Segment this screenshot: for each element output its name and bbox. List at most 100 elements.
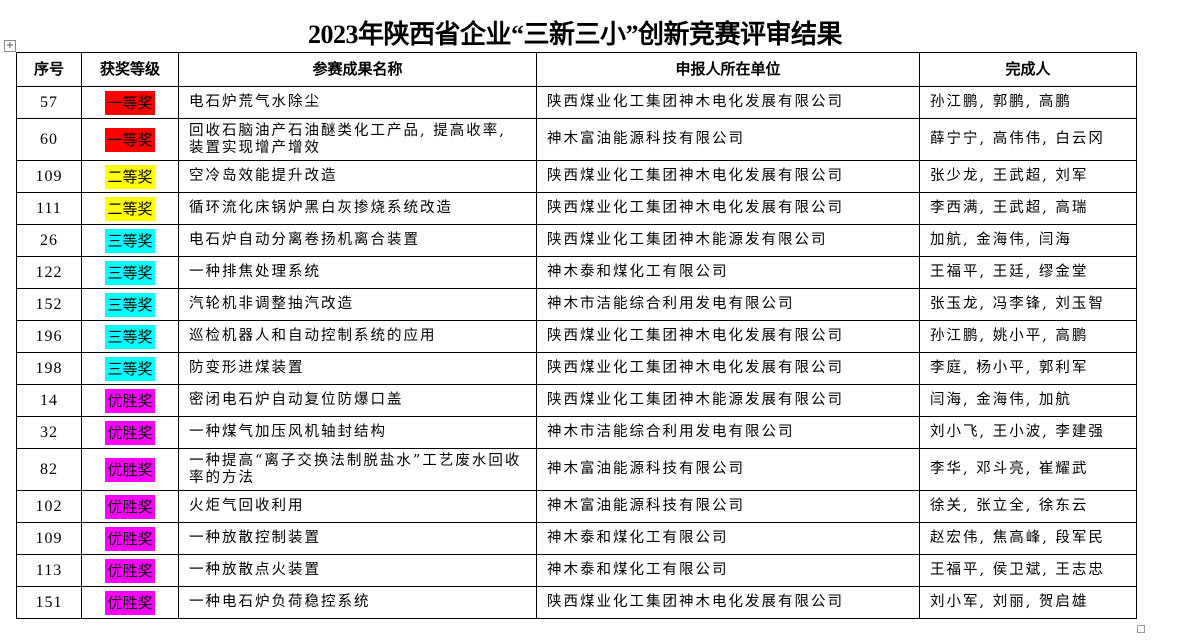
- cell-people: 薛宁宁, 高伟伟, 白云冈: [919, 118, 1137, 161]
- table-row: 102 优胜奖 火炬气回收利用 神木富油能源科技有限公司 徐关, 张立全, 徐东云: [16, 490, 1137, 523]
- cell-number: 151: [16, 586, 82, 619]
- cell-project-name: 一种放散点火装置: [178, 554, 537, 587]
- cell-level: 优胜奖: [81, 490, 179, 523]
- cell-project-name: 回收石脑油产石油醚类化工产品, 提高收率, 装置实现增产增效: [178, 118, 537, 161]
- cell-number: 57: [16, 86, 82, 119]
- cell-unit: 陕西煤业化工集团神木电化发展有限公司: [536, 586, 920, 619]
- cell-level: 三等奖: [81, 256, 179, 289]
- cell-number: 152: [16, 288, 82, 321]
- award-level-badge: 优胜奖: [105, 558, 155, 583]
- award-level-badge: 优胜奖: [105, 494, 155, 519]
- cell-unit: 陕西煤业化工集团神木电化发展有限公司: [536, 86, 920, 119]
- cell-project-name: 巡检机器人和自动控制系统的应用: [178, 320, 537, 353]
- cell-project-name: 电石炉荒气水除尘: [178, 86, 537, 119]
- table-row: 14 优胜奖 密闭电石炉自动复位防爆口盖 陕西煤业化工集团神木能源发展有限公司 闫海, …: [16, 384, 1137, 417]
- cell-level: 优胜奖: [81, 448, 179, 491]
- cell-people: 赵宏伟, 焦高峰, 段军民: [919, 522, 1137, 555]
- cell-project-name: 一种煤气加压风机轴封结构: [178, 416, 537, 449]
- header-project-name: 参赛成果名称: [178, 52, 537, 87]
- cell-project-name: 一种电石炉负荷稳控系统: [178, 586, 537, 619]
- cell-level: 优胜奖: [81, 416, 179, 449]
- cell-people: 王福平, 王廷, 缪金堂: [919, 256, 1137, 289]
- table-row: 151 优胜奖 一种电石炉负荷稳控系统 陕西煤业化工集团神木电化发展有限公司 刘小军, …: [16, 586, 1137, 619]
- cell-level: 三等奖: [81, 288, 179, 321]
- cell-level: 二等奖: [81, 160, 179, 193]
- results-table: 序号 获奖等级 参赛成果名称 申报人所在单位 完成人 57 一等奖 电石炉荒气水除尘…: [16, 52, 1137, 619]
- cell-level: 一等奖: [81, 118, 179, 161]
- cell-people: 李西满, 王武超, 高瑞: [919, 192, 1137, 225]
- table-resize-handle[interactable]: [1137, 625, 1145, 633]
- cell-people: 刘小军, 刘丽, 贺启雄: [919, 586, 1137, 619]
- cell-people: 孙江鹏, 郭鹏, 高鹏: [919, 86, 1137, 119]
- award-level-badge: 优胜奖: [105, 388, 155, 413]
- cell-level: 优胜奖: [81, 586, 179, 619]
- award-level-badge: 三等奖: [105, 292, 155, 317]
- cell-unit: 神木市洁能综合利用发电有限公司: [536, 416, 920, 449]
- award-level-badge: 二等奖: [105, 164, 155, 189]
- cell-people: 孙江鹏, 姚小平, 高鹏: [919, 320, 1137, 353]
- cell-project-name: 一种排焦处理系统: [178, 256, 537, 289]
- table-row: 196 三等奖 巡检机器人和自动控制系统的应用 陕西煤业化工集团神木电化发展有限公司孙…: [16, 320, 1137, 353]
- cell-level: 二等奖: [81, 192, 179, 225]
- table-row: 198 三等奖 防变形进煤装置 陕西煤业化工集团神木电化发展有限公司 李庭, 杨小平, …: [16, 352, 1137, 385]
- cell-level: 优胜奖: [81, 554, 179, 587]
- award-level-badge: 三等奖: [105, 260, 155, 285]
- cell-unit: 陕西煤业化工集团神木电化发展有限公司: [536, 320, 920, 353]
- cell-unit: 陕西煤业化工集团神木电化发展有限公司: [536, 160, 920, 193]
- cell-number: 122: [16, 256, 82, 289]
- table-move-handle-icon[interactable]: +: [4, 40, 16, 52]
- cell-people: 李庭, 杨小平, 郭利军: [919, 352, 1137, 385]
- cell-level: 优胜奖: [81, 522, 179, 555]
- table-row: 26 三等奖 电石炉自动分离卷扬机离合装置 陕西煤业化工集团神木能源发有限公司 加航, …: [16, 224, 1137, 257]
- header-number: 序号: [16, 52, 82, 87]
- cell-people: 刘小飞, 王小波, 李建强: [919, 416, 1137, 449]
- cell-number: 113: [16, 554, 82, 587]
- table-row: 109 优胜奖 一种放散控制装置 神木泰和煤化工有限公司 赵宏伟, 焦高峰, 段军民: [16, 522, 1137, 555]
- award-level-badge: 三等奖: [105, 324, 155, 349]
- award-level-badge: 三等奖: [105, 356, 155, 381]
- award-level-badge: 一等奖: [105, 127, 155, 152]
- header-level: 获奖等级: [81, 52, 179, 87]
- cell-number: 198: [16, 352, 82, 385]
- cell-people: 李华, 邓斗亮, 崔耀武: [919, 448, 1137, 491]
- cell-project-name: 一种放散控制装置: [178, 522, 537, 555]
- cell-project-name: 循环流化床锅炉黑白灰掺烧系统改造: [178, 192, 537, 225]
- cell-number: 109: [16, 160, 82, 193]
- table-row: 152 三等奖 汽轮机非调整抽汽改造 神木市洁能综合利用发电有限公司 张玉龙, 冯李锋,…: [16, 288, 1137, 321]
- cell-project-name: 空冷岛效能提升改造: [178, 160, 537, 193]
- cell-project-name: 防变形进煤装置: [178, 352, 537, 385]
- cell-people: 张少龙, 王武超, 刘军: [919, 160, 1137, 193]
- cell-number: 111: [16, 192, 82, 225]
- cell-project-name: 密闭电石炉自动复位防爆口盖: [178, 384, 537, 417]
- table-row: 122 三等奖 一种排焦处理系统 神木泰和煤化工有限公司 王福平, 王廷, 缪金堂: [16, 256, 1137, 289]
- cell-level: 三等奖: [81, 352, 179, 385]
- cell-number: 60: [16, 118, 82, 161]
- cell-unit: 神木富油能源科技有限公司: [536, 490, 920, 523]
- award-level-badge: 二等奖: [105, 196, 155, 221]
- cell-unit: 陕西煤业化工集团神木电化发展有限公司: [536, 352, 920, 385]
- cell-unit: 神木市洁能综合利用发电有限公司: [536, 288, 920, 321]
- cell-people: 闫海, 金海伟, 加航: [919, 384, 1137, 417]
- cell-unit: 陕西煤业化工集团神木能源发有限公司: [536, 224, 920, 257]
- cell-level: 优胜奖: [81, 384, 179, 417]
- cell-people: 徐关, 张立全, 徐东云: [919, 490, 1137, 523]
- award-level-badge: 优胜奖: [105, 526, 155, 551]
- cell-people: 加航, 金海伟, 闫海: [919, 224, 1137, 257]
- header-people: 完成人: [919, 52, 1137, 87]
- cell-unit: 神木富油能源科技有限公司: [536, 448, 920, 491]
- cell-number: 14: [16, 384, 82, 417]
- table-row: 109 二等奖 空冷岛效能提升改造 陕西煤业化工集团神木电化发展有限公司 张少龙, 王武…: [16, 160, 1137, 193]
- cell-level: 三等奖: [81, 320, 179, 353]
- header-unit: 申报人所在单位: [536, 52, 920, 87]
- cell-project-name: 一种提高“离子交换法制脱盐水”工艺废水回收率的方法: [178, 448, 537, 491]
- cell-number: 82: [16, 448, 82, 491]
- document-title: 2023年陕西省企业“三新三小”创新竞赛评审结果: [307, 20, 843, 49]
- award-level-badge: 优胜奖: [105, 420, 155, 445]
- award-level-badge: 三等奖: [105, 228, 155, 253]
- cell-level: 一等奖: [81, 86, 179, 119]
- cell-unit: 神木富油能源科技有限公司: [536, 118, 920, 161]
- cell-unit: 神木泰和煤化工有限公司: [536, 522, 920, 555]
- table-row: 32 优胜奖 一种煤气加压风机轴封结构 神木市洁能综合利用发电有限公司 刘小飞, 王小波…: [16, 416, 1137, 449]
- cell-people: 王福平, 侯卫斌, 王志忠: [919, 554, 1137, 587]
- cell-number: 32: [16, 416, 82, 449]
